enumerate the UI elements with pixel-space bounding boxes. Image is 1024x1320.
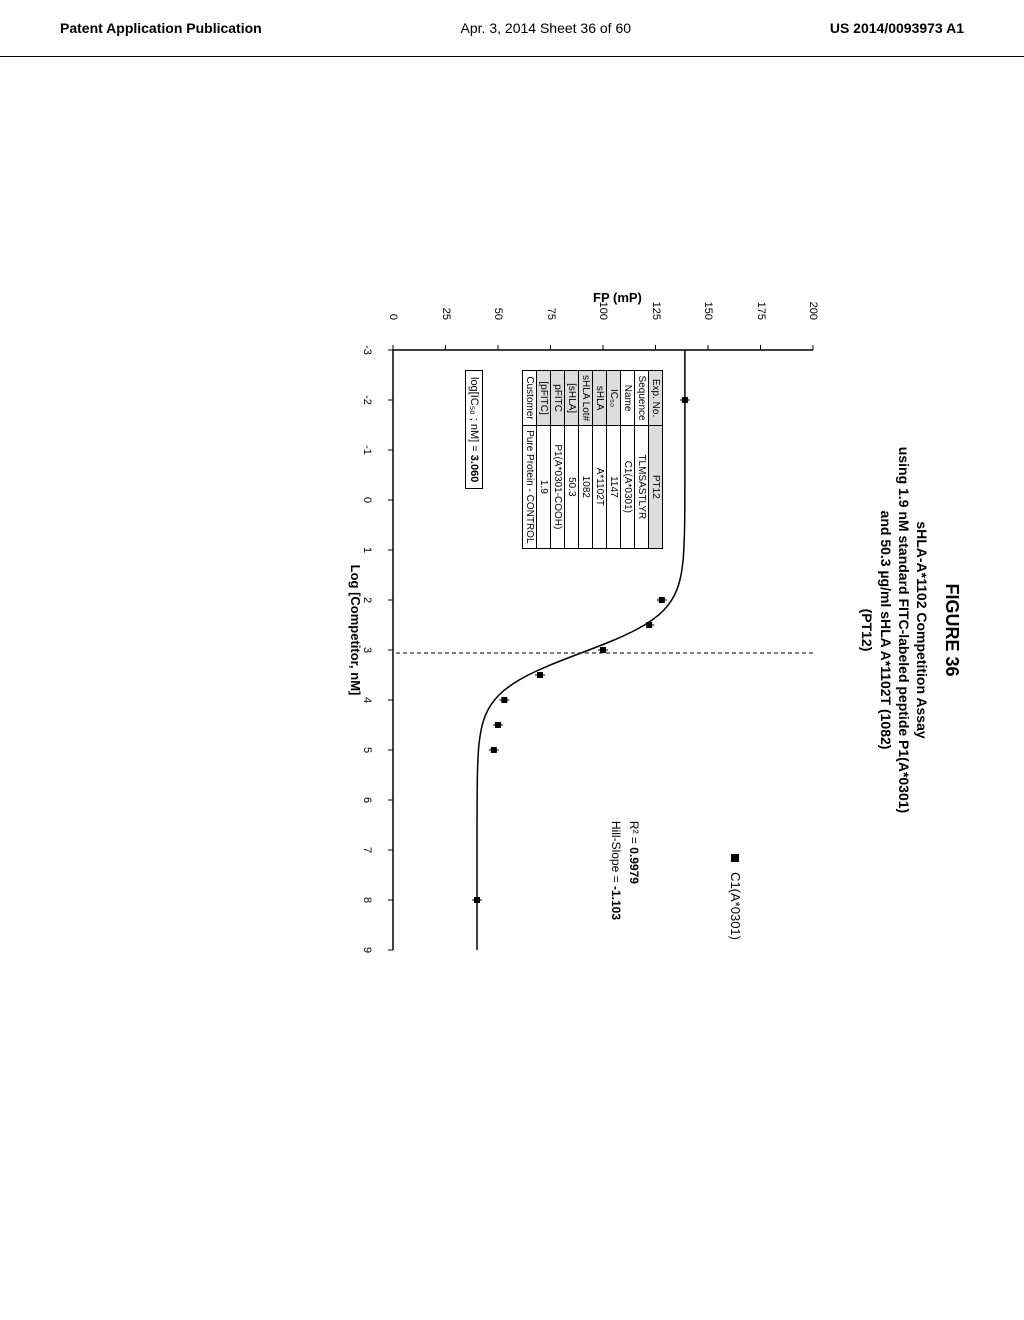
y-tick-label: 25 bbox=[440, 308, 452, 320]
table-value: 1147 bbox=[607, 426, 621, 548]
y-tick-label: 150 bbox=[702, 302, 714, 320]
table-label: Sequence bbox=[635, 371, 649, 426]
x-tick-label: 6 bbox=[361, 797, 373, 803]
x-tick-label: 7 bbox=[361, 847, 373, 853]
table-label: Customer bbox=[523, 371, 537, 426]
table-row: IC₅₀1147 bbox=[607, 371, 621, 549]
y-tick-label: 75 bbox=[545, 308, 557, 320]
logic50-label: log[IC₅₀ ; nM] = bbox=[468, 377, 480, 452]
figure-content: FIGURE 36 sHLA-A*1102 Competition Assay … bbox=[62, 118, 962, 1142]
x-tick-label: 1 bbox=[361, 547, 373, 553]
table-value: P1(A*0301-COOH) bbox=[551, 426, 565, 548]
table-label: sHLA bbox=[593, 371, 607, 426]
header-right: US 2014/0093973 A1 bbox=[830, 20, 964, 36]
table-value: C1(A*0301) bbox=[621, 426, 635, 548]
y-tick-label: 175 bbox=[755, 302, 767, 320]
y-tick-label: 200 bbox=[807, 302, 819, 320]
x-tick-label: 5 bbox=[361, 747, 373, 753]
table-label: [sHLA] bbox=[565, 371, 579, 426]
table-label: [pFITC] bbox=[537, 371, 551, 426]
y-tick-label: 125 bbox=[650, 302, 662, 320]
chart-container: FP (mP) 0255075100125150175200 -3-2-1012… bbox=[343, 280, 843, 980]
x-tick-label: 9 bbox=[361, 947, 373, 953]
table-value: 1.9 bbox=[537, 426, 551, 548]
legend: C1(A*0301) bbox=[728, 854, 743, 940]
legend-marker-icon bbox=[731, 854, 739, 862]
r2-label: R² = bbox=[627, 821, 641, 844]
stats-block: R² = 0.9979 Hill-Slope = -1.103 bbox=[607, 821, 643, 920]
table-value: 50.3 bbox=[565, 426, 579, 548]
table-value: 1082 bbox=[579, 426, 593, 548]
title-line-1: sHLA-A*1102 Competition Assay bbox=[913, 118, 931, 1142]
x-axis-label: Log [Competitor, nM] bbox=[348, 565, 363, 696]
figure-label: FIGURE 36 bbox=[941, 118, 962, 1142]
table-row: NameC1(A*0301) bbox=[621, 371, 635, 549]
x-tick-label: -2 bbox=[361, 395, 373, 405]
table-value: TLMSASTLYR bbox=[635, 426, 649, 548]
header-center: Apr. 3, 2014 Sheet 36 of 60 bbox=[461, 20, 631, 36]
title-line-4: (PT12) bbox=[858, 118, 876, 1142]
table-row: [pFITC]1.9 bbox=[537, 371, 551, 549]
table-row: CustomerPure Protein - CONTROL bbox=[523, 371, 537, 549]
r2-row: R² = 0.9979 bbox=[625, 821, 643, 920]
table-label: Name bbox=[621, 371, 635, 426]
table-row: sHLA Lot#1082 bbox=[579, 371, 593, 549]
title-line-2: using 1.9 nM standard FITC-labeled pepti… bbox=[895, 118, 913, 1142]
table-row: Exp. No.PT12 bbox=[649, 371, 663, 549]
x-tick-label: -3 bbox=[361, 345, 373, 355]
table-value: A*1102T bbox=[593, 426, 607, 548]
table-label: Exp. No. bbox=[649, 371, 663, 426]
table-row: SequenceTLMSASTLYR bbox=[635, 371, 649, 549]
table-row: [sHLA]50.3 bbox=[565, 371, 579, 549]
info-table: Exp. No.PT12SequenceTLMSASTLYRNameC1(A*0… bbox=[522, 370, 663, 549]
table-label: pFITC bbox=[551, 371, 565, 426]
table-row: pFITCP1(A*0301-COOH) bbox=[551, 371, 565, 549]
x-tick-label: -1 bbox=[361, 445, 373, 455]
x-tick-label: 8 bbox=[361, 897, 373, 903]
logic50-value: 3.060 bbox=[468, 455, 480, 483]
hillslope-label: Hill-Slope = bbox=[609, 821, 623, 883]
table-label: IC₅₀ bbox=[607, 371, 621, 426]
table-label: sHLA Lot# bbox=[579, 371, 593, 426]
legend-label: C1(A*0301) bbox=[728, 872, 743, 940]
y-tick-label: 50 bbox=[492, 308, 504, 320]
table-value: PT12 bbox=[649, 426, 663, 548]
logic50-box: log[IC₅₀ ; nM] = 3.060 bbox=[465, 370, 483, 489]
x-tick-label: 0 bbox=[361, 497, 373, 503]
chart-title: sHLA-A*1102 Competition Assay using 1.9 … bbox=[858, 118, 931, 1142]
hillslope-value: -1.103 bbox=[609, 886, 623, 920]
table-row: sHLAA*1102T bbox=[593, 371, 607, 549]
hillslope-row: Hill-Slope = -1.103 bbox=[607, 821, 625, 920]
y-tick-label: 0 bbox=[387, 314, 399, 320]
table-value: Pure Protein - CONTROL bbox=[523, 426, 537, 548]
title-line-3: and 50.3 µg/ml sHLA A*1102T (1082) bbox=[876, 118, 894, 1142]
r2-value: 0.9979 bbox=[627, 847, 641, 884]
y-tick-label: 100 bbox=[597, 302, 609, 320]
x-tick-label: 4 bbox=[361, 697, 373, 703]
header-left: Patent Application Publication bbox=[60, 20, 262, 36]
